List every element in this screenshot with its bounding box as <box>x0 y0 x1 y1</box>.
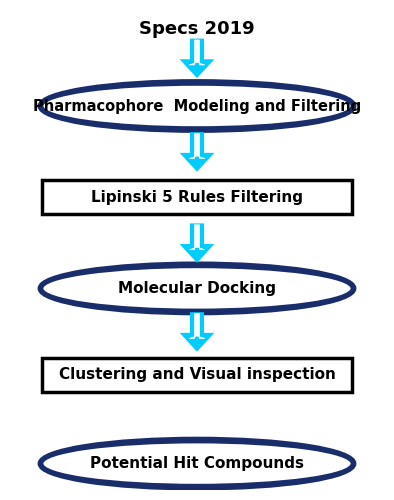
Polygon shape <box>189 225 205 250</box>
Text: Lipinski 5 Rules Filtering: Lipinski 5 Rules Filtering <box>91 190 303 204</box>
Ellipse shape <box>40 264 354 313</box>
Ellipse shape <box>42 84 352 128</box>
Polygon shape <box>183 314 211 350</box>
Polygon shape <box>189 40 205 65</box>
Bar <box>42 180 352 214</box>
Polygon shape <box>189 134 205 158</box>
Polygon shape <box>183 40 211 76</box>
Text: Specs 2019: Specs 2019 <box>139 20 255 38</box>
Text: Pharmacophore  Modeling and Filtering: Pharmacophore Modeling and Filtering <box>33 98 361 114</box>
Ellipse shape <box>40 439 354 488</box>
Polygon shape <box>183 225 211 261</box>
Ellipse shape <box>40 82 354 130</box>
Polygon shape <box>189 314 205 338</box>
Text: Potential Hit Compounds: Potential Hit Compounds <box>90 456 304 471</box>
Ellipse shape <box>42 267 352 310</box>
Bar <box>42 358 352 392</box>
Text: Molecular Docking: Molecular Docking <box>118 281 276 296</box>
Polygon shape <box>183 134 211 170</box>
Text: Clustering and Visual inspection: Clustering and Visual inspection <box>59 368 335 382</box>
Ellipse shape <box>42 442 352 485</box>
